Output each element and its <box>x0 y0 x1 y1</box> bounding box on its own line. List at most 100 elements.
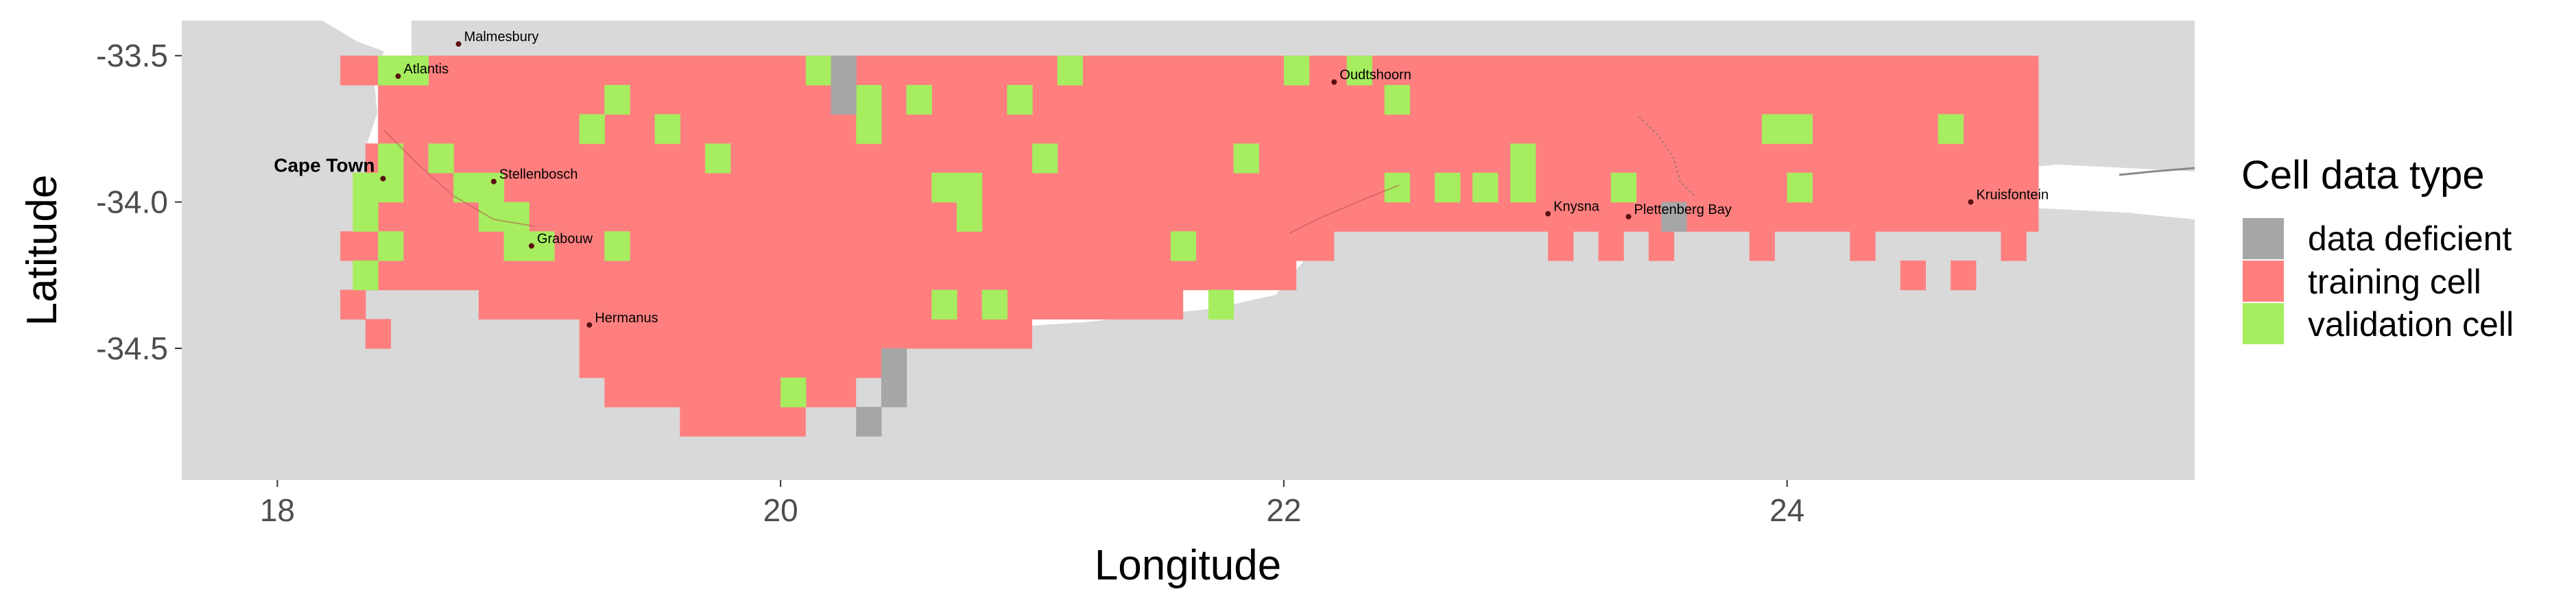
validation-cell <box>654 114 681 144</box>
validation-cell <box>353 172 379 203</box>
validation-cell <box>956 202 983 232</box>
validation-cell <box>981 289 1007 320</box>
training-cell-row <box>365 143 2039 173</box>
validation-cell <box>1208 289 1235 320</box>
y-tick-label: -34.5 <box>96 331 168 366</box>
city-marker <box>1968 199 1974 205</box>
city-label: Malmesbury <box>464 29 539 45</box>
legend-swatch-validation <box>2243 303 2284 344</box>
city-marker <box>490 178 497 184</box>
training-cell <box>2001 231 2027 261</box>
city-label: Plettenberg Bay <box>1634 202 1732 217</box>
training-cell <box>365 319 392 349</box>
x-axis: 18 20 22 24 <box>260 480 1804 528</box>
training-cell-row <box>353 202 2039 232</box>
city-marker <box>1625 213 1632 219</box>
validation-cell <box>503 202 529 232</box>
validation-cell <box>956 172 983 203</box>
y-tick-label: -34.0 <box>96 184 168 220</box>
validation-cell <box>1787 172 1813 203</box>
validation-cell <box>931 289 957 320</box>
validation-cell <box>604 231 630 261</box>
training-cell-row <box>579 348 907 379</box>
boundary-line <box>1289 184 1400 234</box>
training-cell-row <box>378 84 2039 115</box>
validation-cell <box>1057 56 1084 86</box>
validation-cell <box>378 231 404 261</box>
training-cell <box>1951 260 1977 291</box>
city-label: Kruisfontein <box>1976 188 2049 203</box>
training-cell <box>1900 260 1927 291</box>
data-deficient-cell <box>881 377 907 407</box>
data-deficient-cell <box>1661 202 1687 232</box>
data-deficient-cell <box>831 84 857 115</box>
validation-cell <box>1435 172 1461 203</box>
training-cell-row <box>604 377 857 407</box>
district-line <box>1638 116 1695 196</box>
city-label: Atlantis <box>404 62 449 77</box>
legend-title: Cell data type <box>2241 153 2485 197</box>
river-line <box>2119 167 2195 176</box>
legend-swatch-data-deficient <box>2243 218 2284 259</box>
validation-cell <box>579 114 605 144</box>
validation-cell <box>1384 84 1410 115</box>
legend-label-training: training cell <box>2308 263 2481 301</box>
validation-cell <box>1510 143 1536 173</box>
x-tick-label: 22 <box>1266 492 1301 528</box>
city-label: Cape Town <box>274 154 374 176</box>
validation-cell <box>931 172 957 203</box>
validation-cell <box>378 143 404 173</box>
validation-cell <box>1610 172 1637 203</box>
data-deficient-cell <box>831 56 857 86</box>
training-cell-row <box>353 260 1297 291</box>
training-cell <box>1749 231 1775 261</box>
validation-cell <box>1283 56 1310 86</box>
validation-cell <box>856 114 882 144</box>
legend-label-validation: validation cell <box>2308 305 2514 344</box>
training-cell <box>1598 231 1624 261</box>
legend-swatch-training <box>2243 261 2284 302</box>
city-marker <box>528 243 534 249</box>
validation-cell <box>478 172 505 203</box>
training-cell-row <box>579 319 1033 349</box>
x-tick-label: 24 <box>1769 492 1804 528</box>
training-cell <box>1548 231 1574 261</box>
training-cell-row <box>353 172 2039 203</box>
training-cell <box>1850 231 1876 261</box>
city-label: Oudtshoorn <box>1339 68 1411 83</box>
validation-cell <box>780 377 807 407</box>
x-tick-label: 18 <box>260 492 295 528</box>
validation-cell <box>1384 172 1410 203</box>
x-axis-title: Longitude <box>1095 542 1281 589</box>
validation-cell <box>1472 172 1499 203</box>
x-tick-label: 20 <box>763 492 798 528</box>
validation-cell <box>503 231 529 261</box>
legend-label-data-deficient: data deficient <box>2308 219 2512 258</box>
cities-layer: Malmesbury Atlantis Cape Town Stellenbosch G… <box>274 29 2049 328</box>
city-label: Knysna <box>1553 200 1600 215</box>
validation-cell <box>856 84 882 115</box>
data-deficient-cell <box>881 348 907 379</box>
validation-cell <box>1346 56 1372 86</box>
validation-cell <box>353 202 379 232</box>
validation-cell <box>1787 114 1813 144</box>
validation-cell <box>1510 172 1536 203</box>
city-marker <box>395 73 401 80</box>
y-axis: -33.5 -34.0 -34.5 <box>96 38 182 366</box>
training-cell <box>340 289 366 320</box>
training-cell-row <box>680 407 806 437</box>
validation-cell <box>604 84 630 115</box>
training-cell <box>1648 231 1675 261</box>
training-cell-row <box>340 56 2039 86</box>
training-cell-row <box>478 289 1184 320</box>
validation-cell <box>705 143 731 173</box>
city-label: Hermanus <box>595 311 658 326</box>
city-label: Stellenbosch <box>499 167 578 182</box>
y-axis-title: Latitude <box>19 175 66 326</box>
boundary-line <box>383 130 536 227</box>
city-marker <box>1331 79 1337 85</box>
city-label: Grabouw <box>537 232 593 247</box>
validation-cell <box>805 56 832 86</box>
y-tick-label: -33.5 <box>96 38 168 73</box>
validation-cell <box>403 56 429 86</box>
